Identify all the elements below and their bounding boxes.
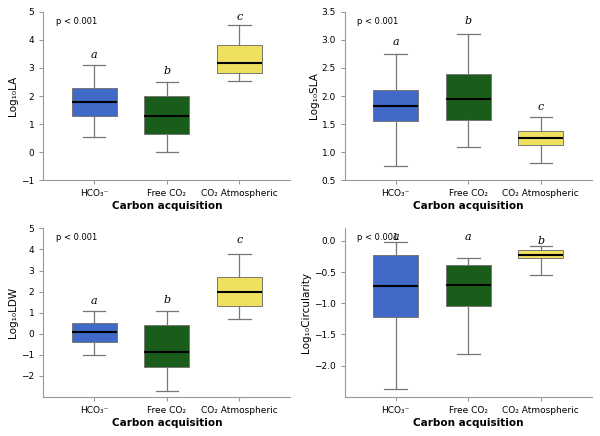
Text: b: b [465, 16, 472, 26]
PathPatch shape [217, 277, 262, 307]
Text: b: b [163, 66, 170, 76]
PathPatch shape [71, 88, 116, 116]
Text: c: c [538, 102, 544, 112]
X-axis label: Carbon acquisition: Carbon acquisition [112, 201, 222, 211]
Text: b: b [538, 236, 544, 246]
PathPatch shape [446, 265, 491, 307]
Text: a: a [392, 37, 399, 47]
X-axis label: Carbon acquisition: Carbon acquisition [413, 418, 524, 428]
Text: a: a [392, 232, 399, 242]
PathPatch shape [518, 250, 563, 259]
Text: c: c [236, 235, 242, 245]
PathPatch shape [446, 74, 491, 120]
X-axis label: Carbon acquisition: Carbon acquisition [413, 201, 524, 211]
PathPatch shape [373, 90, 418, 121]
Text: b: b [163, 295, 170, 305]
Text: a: a [91, 50, 98, 60]
Text: a: a [91, 296, 98, 307]
Text: p < 0.001: p < 0.001 [56, 234, 97, 242]
PathPatch shape [144, 96, 189, 134]
PathPatch shape [518, 131, 563, 146]
Y-axis label: Log₁₀SLA: Log₁₀SLA [309, 73, 319, 119]
Text: p < 0.001: p < 0.001 [56, 17, 97, 26]
Text: a: a [465, 232, 472, 242]
Y-axis label: Log₁₀LA: Log₁₀LA [8, 76, 19, 116]
PathPatch shape [144, 325, 189, 368]
X-axis label: Carbon acquisition: Carbon acquisition [112, 418, 222, 428]
Text: p < 0.001: p < 0.001 [357, 234, 398, 242]
Y-axis label: Log₁₀Circularity: Log₁₀Circularity [301, 272, 311, 353]
PathPatch shape [71, 323, 116, 342]
Text: c: c [236, 13, 242, 23]
PathPatch shape [217, 45, 262, 73]
PathPatch shape [373, 255, 418, 317]
Text: p < 0.001: p < 0.001 [357, 17, 398, 26]
Y-axis label: Log₁₀LDW: Log₁₀LDW [8, 287, 19, 338]
